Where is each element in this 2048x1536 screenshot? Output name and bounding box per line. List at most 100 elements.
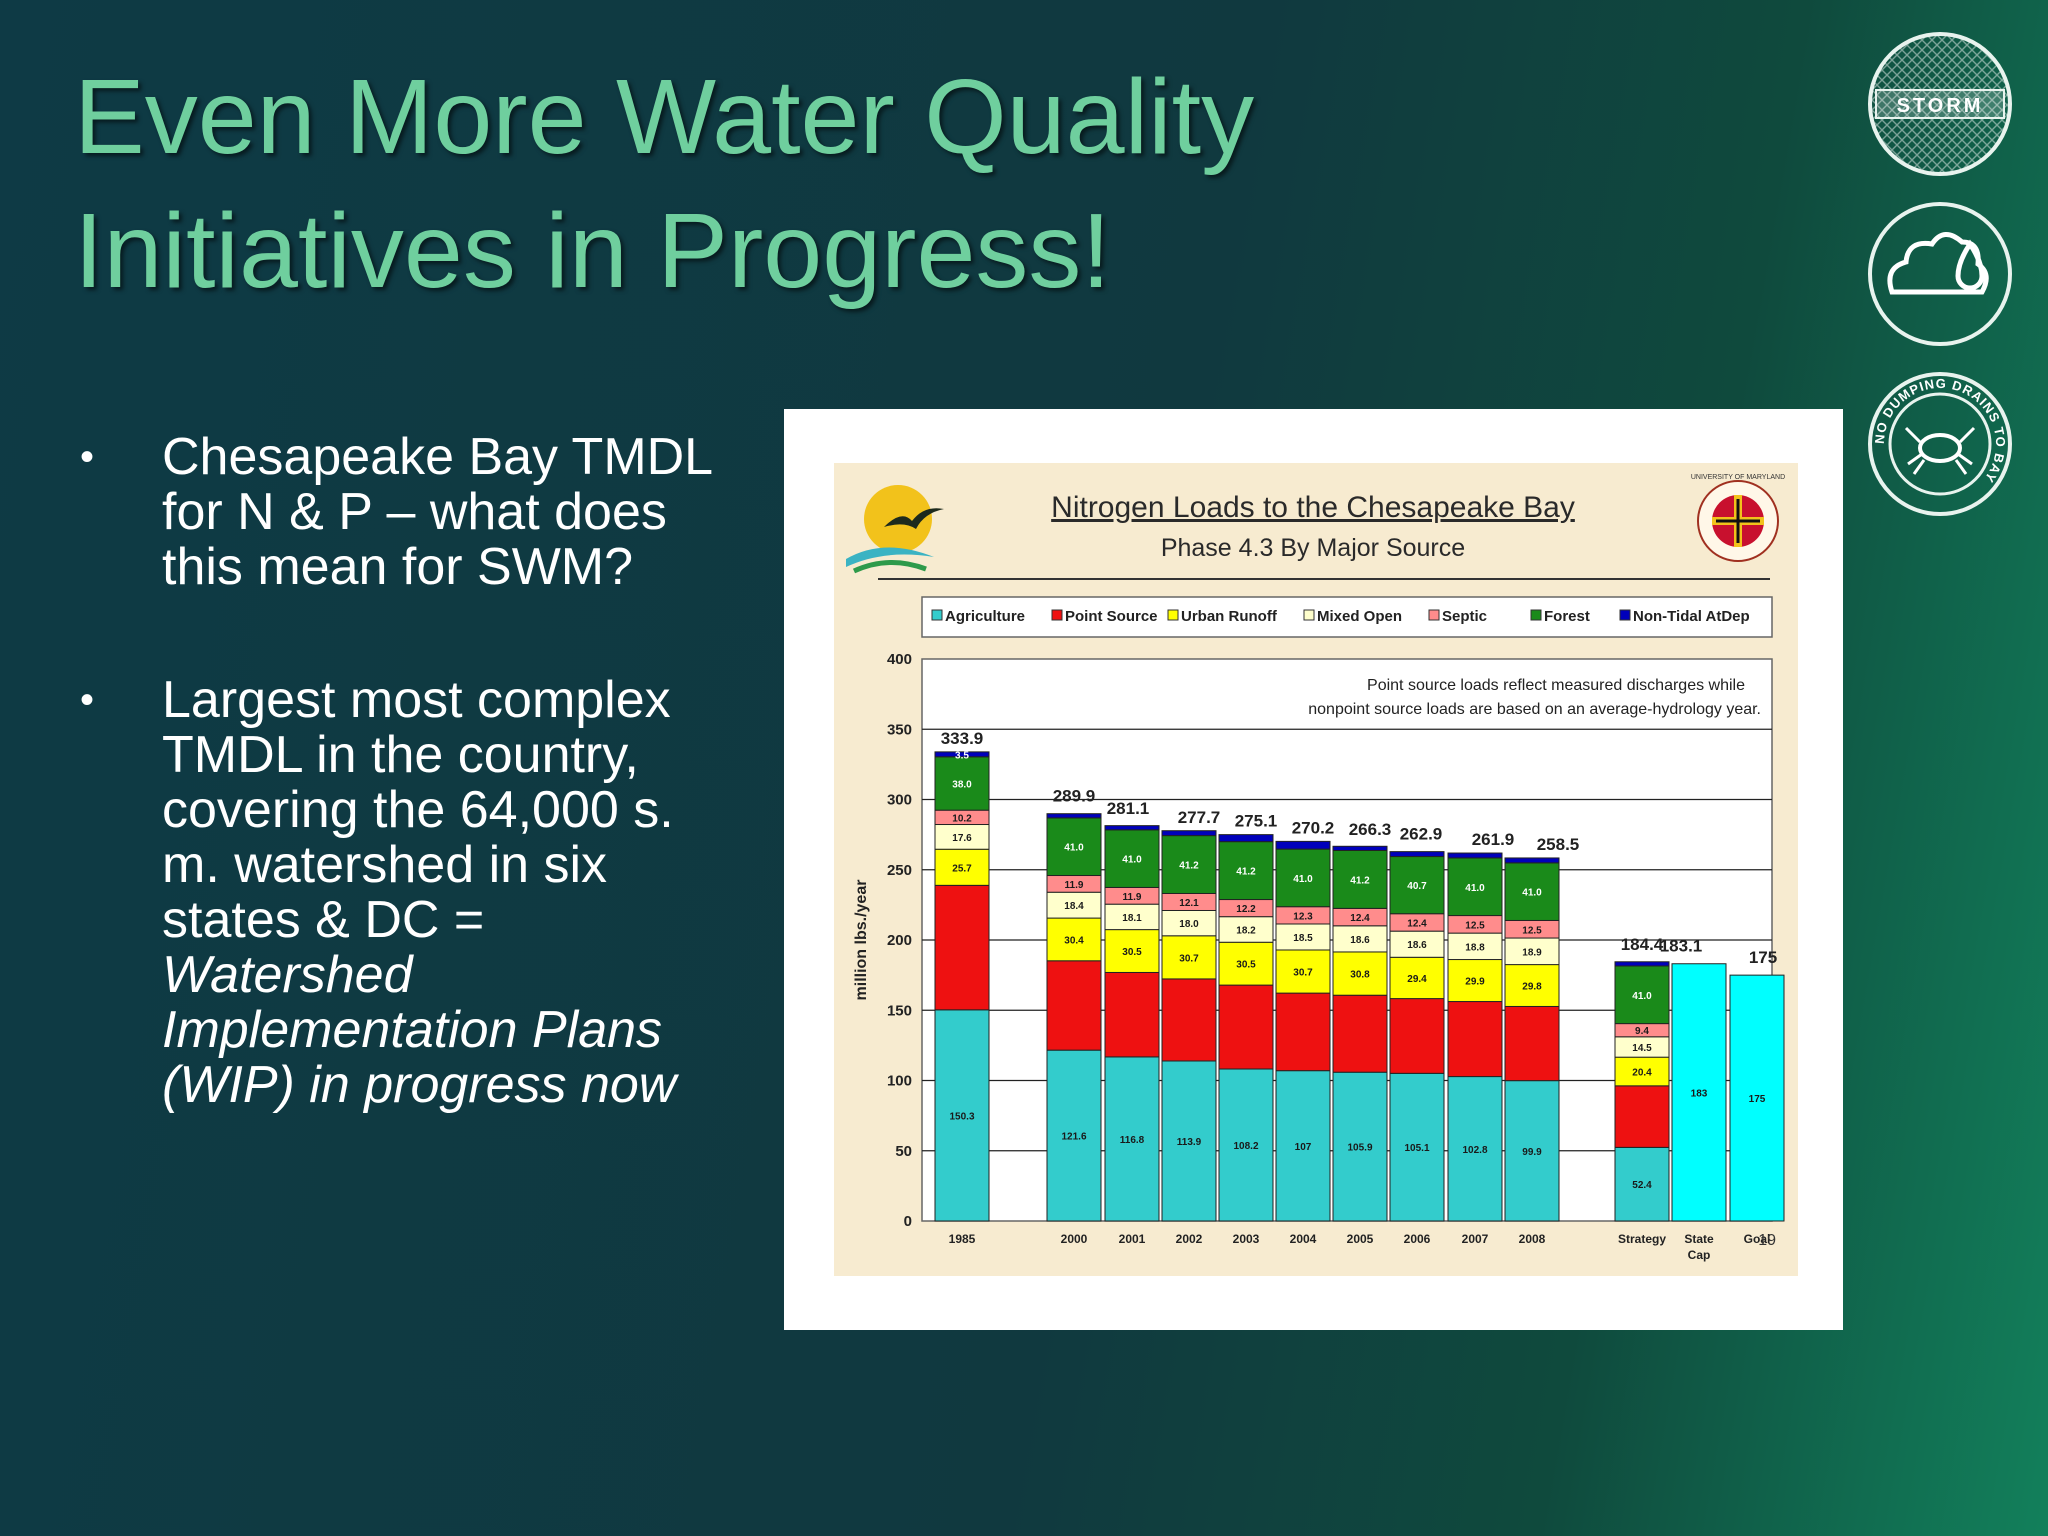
bar-segment [1218, 984, 1274, 1070]
x-tick-label: 2006 [1404, 1232, 1431, 1246]
y-axis-label: million lbs./year [853, 880, 870, 1001]
bar-segment [1504, 937, 1560, 966]
bar-segment [1332, 850, 1388, 909]
x-tick-label: Strategy [1618, 1232, 1666, 1246]
bar-segment-label: 12.4 [1350, 913, 1370, 924]
bar-segment [1218, 841, 1274, 901]
bar-segment [934, 848, 990, 886]
bar-segment-label: 105.9 [1347, 1143, 1372, 1154]
bar-segment [1332, 845, 1388, 852]
university-seal-icon: UNIVERSITY OF MARYLAND [1691, 474, 1785, 562]
bar-segment [1046, 917, 1102, 962]
bar-segment [1504, 1005, 1560, 1082]
page-number: 19 [1758, 1232, 1776, 1249]
bar-segment-label: 18.9 [1522, 947, 1542, 958]
bar-segment-label: 29.9 [1465, 977, 1485, 988]
bar-segment-label: 30.7 [1293, 968, 1313, 979]
bar-segment-label: 18.2 [1236, 925, 1256, 936]
bar-segment-label: 3.5 [955, 750, 969, 761]
bar-segment-label: 18.6 [1407, 940, 1427, 951]
bullet-item-largest: • Largest most complex TMDL in the count… [80, 673, 720, 1113]
legend-label: Urban Runoff [1181, 608, 1278, 625]
nitrogen-loads-chart: UNIVERSITY OF MARYLAND Nitrogen Loads to… [834, 463, 1798, 1276]
bar-segment [1161, 978, 1217, 1062]
bar-segment-label: 30.5 [1236, 960, 1256, 971]
legend-swatch [1303, 609, 1315, 621]
x-tick-label: 2002 [1176, 1232, 1203, 1246]
bar-total-label: 275.1 [1235, 811, 1278, 830]
chart-annotation-line-1: Point source loads reflect measured disc… [1367, 677, 1745, 694]
bar-segment [1046, 960, 1102, 1051]
y-tick-label: 200 [887, 932, 912, 949]
bar-segment [1218, 916, 1274, 943]
x-tick-labels: 1985 2000 2001 2002 2003 2004 2005 2006 2007 2008… [949, 1232, 1771, 1262]
bar-segment-label: 14.5 [1632, 1043, 1652, 1054]
legend-label: Forest [1544, 608, 1590, 625]
x-tick-label: 2007 [1462, 1232, 1489, 1246]
y-tick-label: 100 [887, 1073, 912, 1090]
bar-segment [1671, 963, 1727, 1222]
bar-segment [1389, 856, 1445, 915]
bar-segment [1161, 1060, 1217, 1222]
bar-segment [1104, 971, 1160, 1058]
bar-segment [1104, 903, 1160, 931]
bar-segment-label: 41.0 [1632, 991, 1652, 1002]
x-tick-label: 2001 [1119, 1232, 1146, 1246]
bar-segment-label: 12.5 [1522, 925, 1542, 936]
bar-segment [1614, 961, 1670, 967]
bar-segment-label: 18.4 [1064, 901, 1084, 912]
chart-frame: UNIVERSITY OF MARYLAND Nitrogen Loads to… [784, 409, 1843, 1330]
bar-segment [1218, 834, 1274, 843]
bar-segment-label: 121.6 [1061, 1132, 1086, 1143]
bullet-list: • Chesapeake Bay TMDL for N & P – what d… [80, 430, 720, 1113]
bar-segment [1504, 1080, 1560, 1222]
bar-segment [1275, 840, 1331, 850]
bar-segment-label: 11.9 [1065, 880, 1084, 891]
bar-segment-label: 18.0 [1179, 919, 1199, 930]
x-tick-label: 2005 [1347, 1232, 1374, 1246]
y-tick-label: 400 [887, 651, 912, 668]
x-tick-label: 1985 [949, 1232, 976, 1246]
bar-segment [1389, 956, 1445, 1000]
bar-segment-label: 30.4 [1064, 935, 1084, 946]
bar-segment [1275, 848, 1331, 908]
legend-swatch [1051, 609, 1063, 621]
bar-segment [1389, 998, 1445, 1074]
bar-segment [1332, 994, 1388, 1073]
bar-total-label: 262.9 [1400, 825, 1443, 844]
bar-segment-label: 9.4 [1635, 1026, 1649, 1037]
bar-segment-label: 18.8 [1465, 942, 1485, 953]
storm-text: STORM [1897, 95, 1984, 117]
bar-segment [1447, 1076, 1503, 1222]
storm-drain-icon: STORM [1868, 32, 2012, 176]
bar-segment-label: 12.3 [1293, 911, 1313, 922]
bar-segment-label: 38.0 [952, 779, 972, 790]
total-labels: 333.9 289.9 281.1 277.7 275.1 270.2 266.3 262.9… [941, 729, 1777, 967]
bar-segment-label: 40.7 [1407, 881, 1427, 892]
bar-segment-label: 12.2 [1236, 904, 1256, 915]
x-tick-label: 2004 [1290, 1232, 1317, 1246]
y-tick-label: 50 [895, 1143, 912, 1160]
bar-total-label: 277.7 [1178, 808, 1221, 827]
y-tick-label: 300 [887, 792, 912, 809]
bar-total-label: 270.2 [1292, 818, 1335, 837]
bar-segment-label: 113.9 [1177, 1137, 1202, 1148]
seal-text: UNIVERSITY OF MARYLAND [1691, 474, 1785, 481]
y-tick-label: 0 [904, 1213, 912, 1230]
bar-segment [1161, 830, 1217, 837]
bar-segment [1614, 965, 1670, 1025]
bar-segment [1275, 949, 1331, 994]
no-dumping-crab-icon: NO DUMPING DRAINS TO BAY [1868, 372, 2012, 516]
bar-segment [1218, 941, 1274, 986]
bar-segment-label: 12.1 [1179, 898, 1199, 909]
legend-swatch [931, 609, 943, 621]
bar-segment [934, 756, 990, 811]
bar-total-label: 281.1 [1107, 799, 1150, 818]
bar-total-label: 184.4 [1621, 935, 1664, 954]
bar-segment-label: 25.7 [952, 863, 972, 874]
bar-segment-label: 11.9 [1123, 892, 1142, 903]
bar-segment [1218, 1068, 1274, 1222]
bar-segment-label: 175 [1749, 1094, 1766, 1105]
y-tick-labels: 0 50 100 150 200 250 300 350 400 [887, 651, 912, 1230]
bar-segment-label: 18.6 [1350, 935, 1370, 946]
